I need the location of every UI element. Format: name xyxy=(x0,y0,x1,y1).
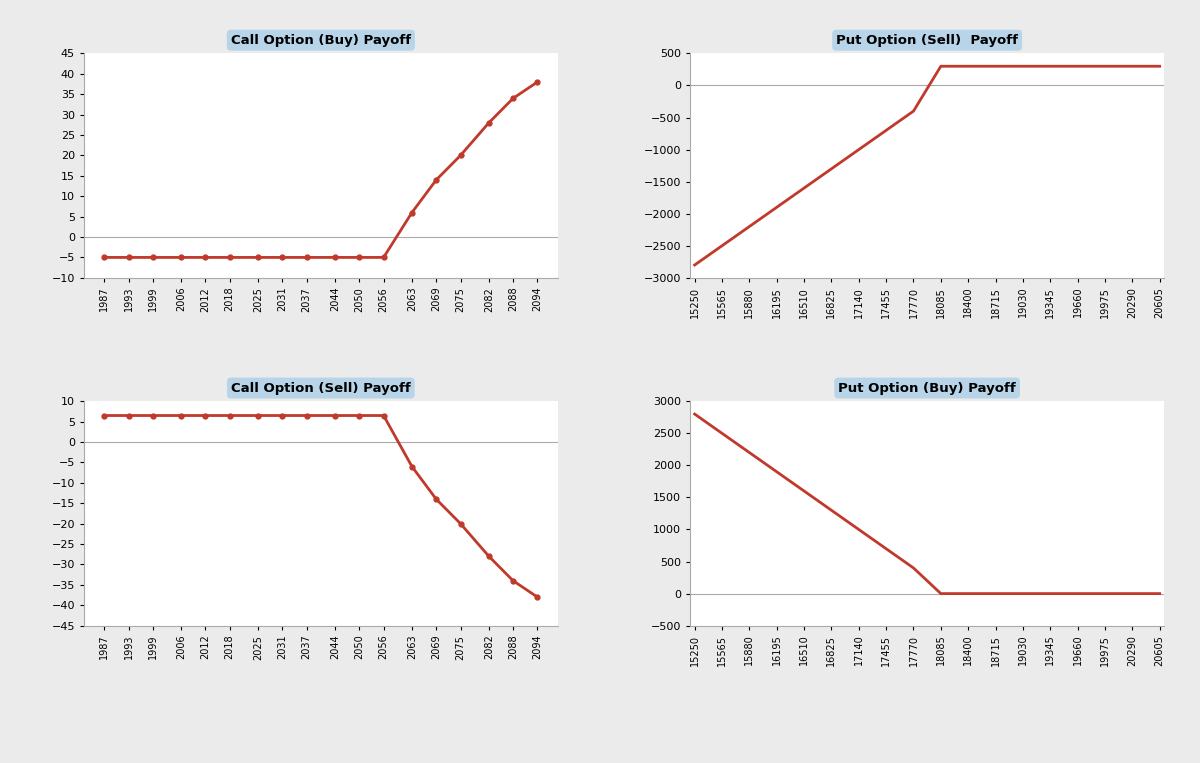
Title: Call Option (Sell) Payoff: Call Option (Sell) Payoff xyxy=(230,382,410,394)
Title: Put Option (Sell)  Payoff: Put Option (Sell) Payoff xyxy=(836,34,1018,47)
Title: Call Option (Buy) Payoff: Call Option (Buy) Payoff xyxy=(230,34,410,47)
Title: Put Option (Buy) Payoff: Put Option (Buy) Payoff xyxy=(839,382,1016,394)
